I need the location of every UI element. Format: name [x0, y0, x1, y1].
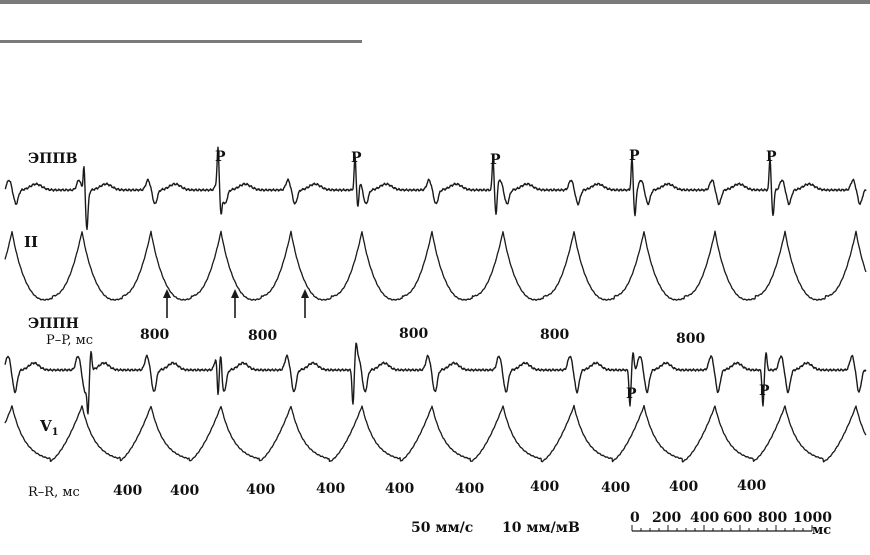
scale-tick-label: 1000	[793, 510, 832, 526]
esophageal-upper-trace	[4, 146, 867, 231]
p-wave-label: P	[351, 150, 362, 166]
rr-value: 400	[170, 483, 200, 499]
p-wave-label: P	[629, 148, 640, 164]
scale-tick-label: 0	[630, 510, 640, 526]
scale-unit: мс	[812, 523, 832, 538]
pp-value: 800	[140, 327, 170, 343]
p-wave-arrow-head	[301, 289, 309, 298]
rr-value: 400	[246, 482, 276, 498]
pp-value: 800	[540, 327, 570, 343]
scale-tick-label: 200	[652, 510, 682, 526]
lead-label-esophageal-lower: ЭППН	[28, 316, 79, 332]
p-wave-arrow-head	[163, 289, 171, 298]
pp-value: 800	[248, 328, 278, 344]
rr-value: 400	[455, 481, 485, 497]
scale-tick-label: 400	[690, 510, 720, 526]
header-underline	[0, 40, 362, 43]
esophageal-lower-trace	[4, 342, 867, 415]
rr-interval-label: R–R, мс	[28, 485, 80, 500]
rr-value: 400	[385, 481, 415, 497]
lead-label-v1-sub: 1	[51, 427, 59, 438]
lead-v1-trace	[4, 404, 867, 463]
p-wave-label: P	[215, 149, 226, 165]
lead-ii-trace	[4, 230, 867, 301]
top-rule	[0, 0, 870, 4]
paper-speed: 50 мм/с	[411, 520, 474, 536]
gain-setting: 10 мм/мВ	[502, 520, 580, 536]
lead-label-v1-main: V	[40, 417, 52, 435]
rr-value: 400	[669, 479, 699, 495]
lead-label-esophageal-upper: ЭППВ	[28, 151, 78, 167]
p-wave-label: P	[759, 383, 770, 399]
rr-value: 400	[316, 481, 346, 497]
rr-value: 400	[530, 479, 560, 495]
p-wave-label: P	[490, 152, 501, 168]
lead-label-v1: V1	[40, 417, 59, 438]
scale-tick-label: 600	[723, 510, 753, 526]
pp-value: 800	[676, 331, 706, 347]
rr-value: 400	[601, 480, 631, 496]
p-wave-label: P	[626, 386, 637, 402]
rr-value: 400	[737, 478, 767, 494]
p-wave-label: P	[766, 149, 777, 165]
scale-tick-label: 800	[758, 510, 788, 526]
p-wave-arrow-head	[231, 289, 239, 298]
pp-value: 800	[399, 326, 429, 342]
rr-value: 400	[113, 483, 143, 499]
pp-interval-label: P–P, мс	[46, 333, 94, 348]
lead-label-ii: II	[24, 233, 39, 251]
